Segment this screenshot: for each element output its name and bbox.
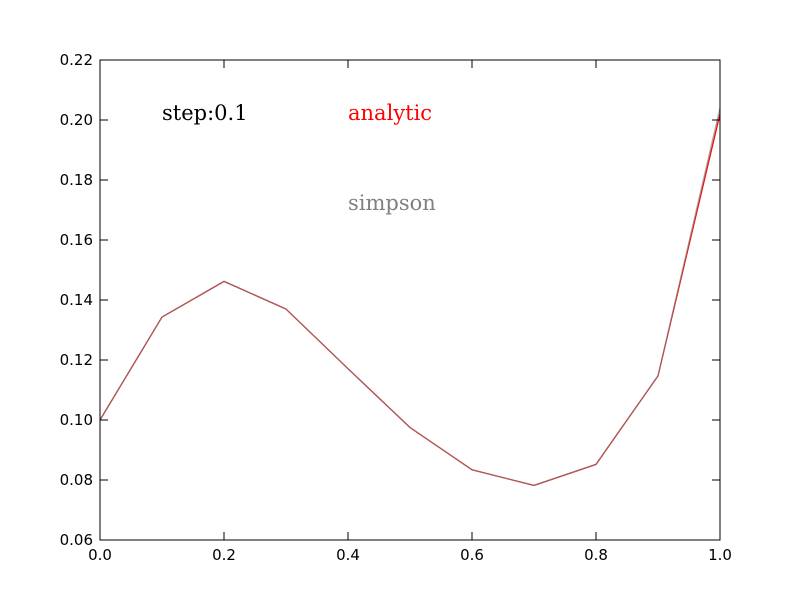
y-tick-label: 0.06	[60, 531, 93, 549]
series-line-simpson	[99, 107, 721, 487]
annotation-0: step:0.1	[162, 101, 248, 125]
annotation-layer: step:0.1 analytic simpson	[162, 101, 436, 215]
y-tick-label: 0.20	[60, 111, 93, 129]
y-tick-label: 0.08	[60, 471, 93, 489]
y-tick-label: 0.10	[60, 411, 93, 429]
x-tick-label: 0.4	[336, 546, 360, 564]
plot-background	[100, 60, 720, 540]
y-tick-label: 0.22	[60, 51, 93, 69]
plot-frame	[99, 59, 721, 541]
y-tick-label: 0.12	[60, 351, 93, 369]
y-tick-label: 0.14	[60, 291, 93, 309]
x-tick-label: 0.8	[584, 546, 608, 564]
x-tick-label: 1.0	[708, 546, 732, 564]
y-axis: 0.06 0.08 0.10 0.12 0.14 0.16 0.18 0.20 0.22	[60, 51, 720, 549]
y-tick-label: 0.16	[60, 231, 93, 249]
y-tick-label: 0.18	[60, 171, 93, 189]
x-tick-label: 0.6	[460, 546, 484, 564]
x-tick-label: 0.2	[212, 546, 236, 564]
series-layer	[99, 107, 721, 487]
annotation-2: simpson	[348, 191, 436, 215]
annotation-1: analytic	[348, 101, 432, 125]
x-axis: 0.0 0.2 0.4 0.6 0.8 1.0	[88, 60, 732, 564]
x-tick-label: 0.0	[88, 546, 112, 564]
